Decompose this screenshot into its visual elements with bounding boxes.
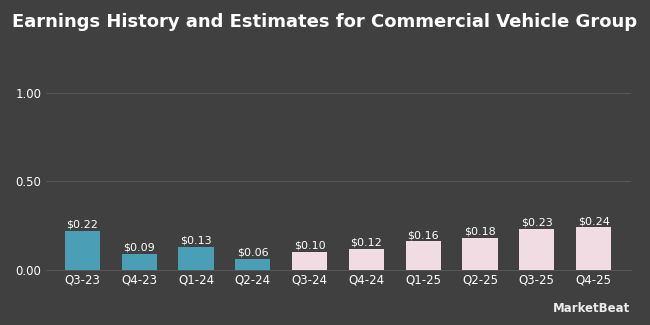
Bar xyxy=(519,229,554,270)
Text: $0.06: $0.06 xyxy=(237,248,268,258)
Text: $0.24: $0.24 xyxy=(578,216,610,226)
Text: $0.22: $0.22 xyxy=(66,220,98,229)
Bar xyxy=(235,259,270,270)
Bar xyxy=(122,254,157,270)
Text: $0.13: $0.13 xyxy=(180,236,212,245)
Bar xyxy=(178,247,214,270)
Bar xyxy=(576,227,611,270)
Bar xyxy=(65,231,100,270)
Text: $0.12: $0.12 xyxy=(350,237,382,247)
Text: $0.09: $0.09 xyxy=(124,242,155,253)
Bar xyxy=(349,249,384,270)
Bar xyxy=(462,238,498,270)
Text: $0.10: $0.10 xyxy=(294,241,326,251)
Text: $0.23: $0.23 xyxy=(521,218,552,228)
Text: MarketBeat: MarketBeat xyxy=(553,302,630,315)
Text: $0.16: $0.16 xyxy=(408,230,439,240)
Bar xyxy=(406,241,441,270)
Text: Earnings History and Estimates for Commercial Vehicle Group: Earnings History and Estimates for Comme… xyxy=(12,13,638,31)
Bar xyxy=(292,252,327,270)
Text: $0.18: $0.18 xyxy=(464,227,496,237)
